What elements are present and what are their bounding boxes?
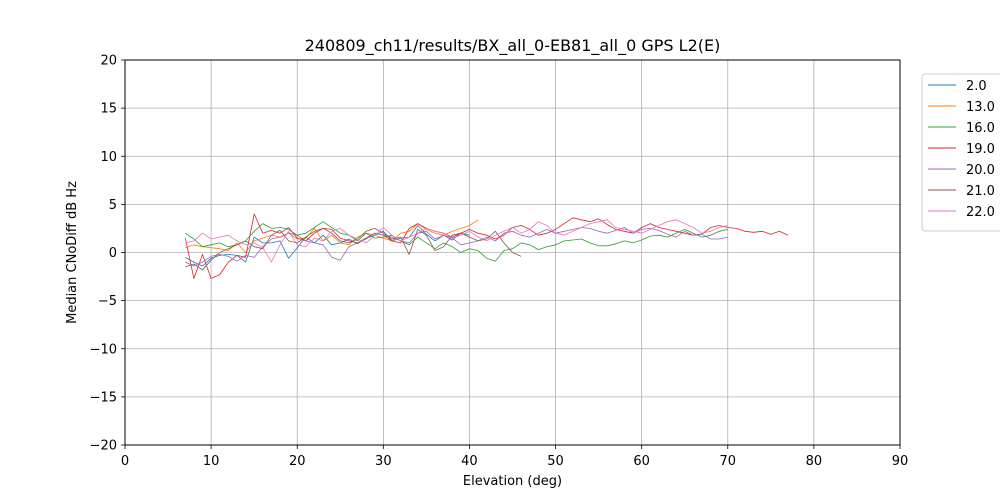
x-axis-title: Elevation (deg) [463,474,562,489]
legend-label: 21.0 [966,184,995,199]
y-tick-label: 15 [100,102,117,117]
y-tick-label: 5 [109,198,117,213]
x-tick-label: 40 [461,454,478,469]
legend-label: 13.0 [966,100,995,115]
x-tick-label: 70 [720,454,737,469]
series-line-16-0 [185,221,728,262]
x-tick-label: 10 [203,454,220,469]
series-line-2-0 [185,225,470,267]
x-tick-label: 90 [892,454,909,469]
chart-title: 240809_ch11/results/BX_all_0-EB81_all_0 … [305,36,721,56]
legend: 2.0 13.0 16.0 19.0 20.0 21.0 22.0 [921,73,1000,232]
y-tick-label: −5 [98,294,117,309]
x-tick-label: 80 [806,454,823,469]
series-line-22-0 [185,219,728,263]
y-tick-label: −10 [90,342,117,357]
legend-label: 16.0 [966,121,995,136]
x-tick-label: 50 [547,454,564,469]
x-tick-label: 20 [289,454,306,469]
legend-label: 20.0 [966,163,995,178]
y-tick-label: 10 [100,150,117,165]
y-tick-label: −20 [90,439,117,454]
legend-label: 2.0 [966,79,987,94]
axis-ticks: 0 10 20 30 40 50 60 70 80 90 −20 −15 −10 −5 0 5 10 15 20 [90,54,909,470]
x-tick-label: 60 [633,454,650,469]
y-tick-label: 20 [100,54,117,69]
series-lines [184,213,789,279]
series-line-19-0 [184,213,789,279]
y-axis-title: Median CNoDiff dB Hz [65,181,80,324]
legend-box [921,73,1000,232]
legend-label: 19.0 [966,142,995,157]
x-tick-label: 30 [375,454,392,469]
y-tick-label: 0 [109,246,117,261]
series-line-20-0 [185,227,728,267]
legend-label: 22.0 [966,205,995,220]
x-tick-label: 0 [121,454,129,469]
y-tick-label: −15 [90,390,117,405]
